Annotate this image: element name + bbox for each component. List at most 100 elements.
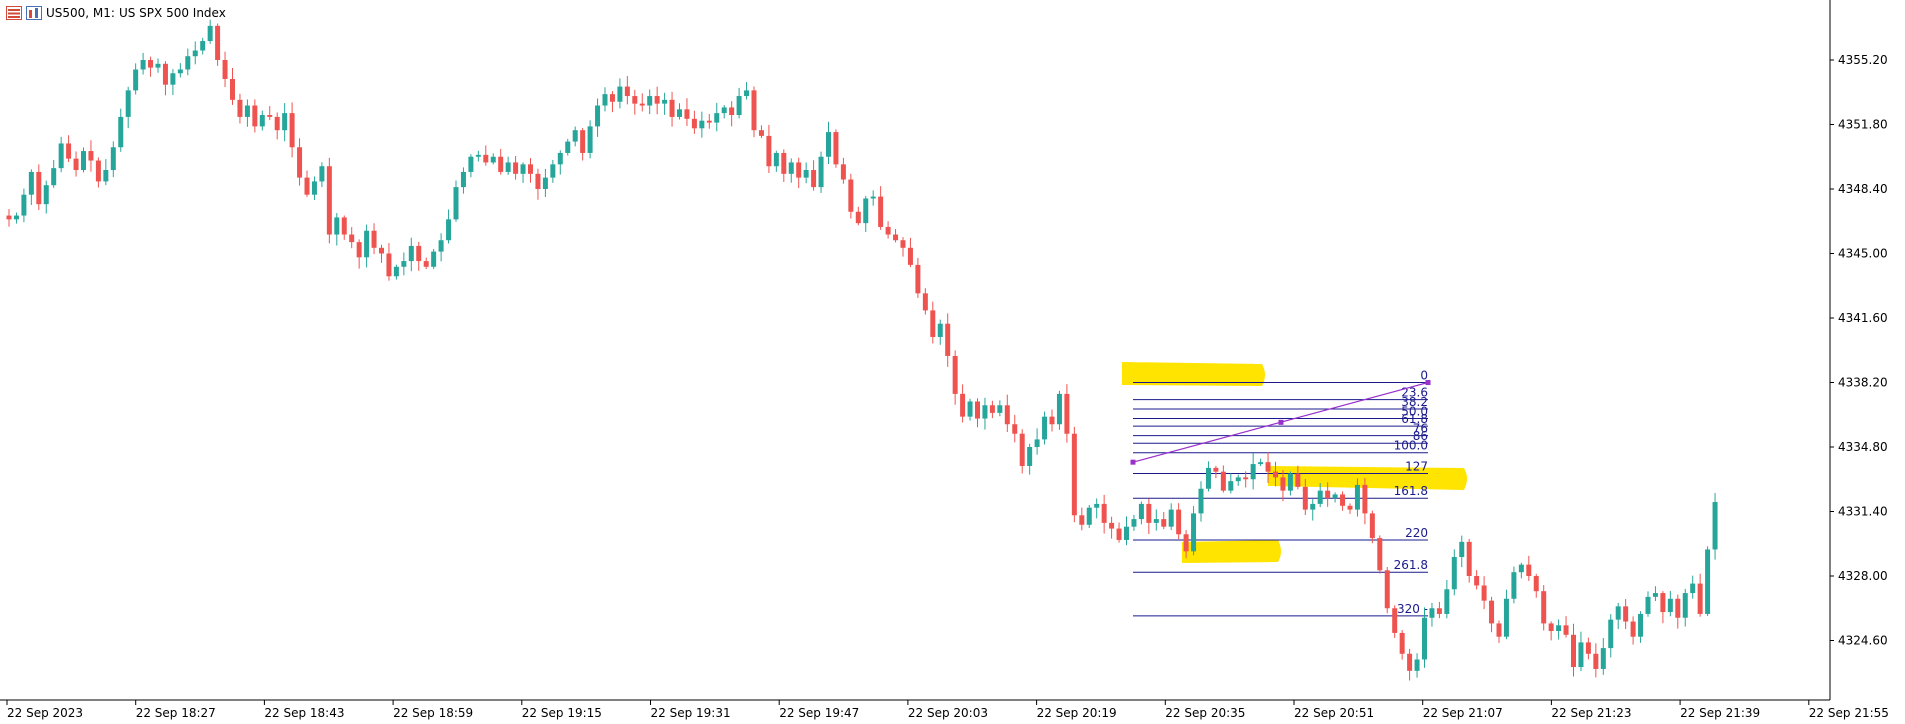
candle[interactable] (1004, 394, 1010, 433)
candle[interactable] (110, 141, 116, 178)
candle[interactable] (1563, 616, 1569, 638)
candle[interactable] (170, 69, 176, 95)
candle[interactable] (1414, 653, 1420, 678)
candle[interactable] (580, 128, 586, 161)
candle[interactable] (51, 159, 57, 188)
candle[interactable] (960, 384, 966, 423)
candle[interactable] (602, 87, 608, 112)
candle[interactable] (148, 56, 154, 77)
candle[interactable] (66, 135, 72, 163)
candle[interactable] (796, 157, 802, 189)
candle[interactable] (379, 244, 384, 263)
candle[interactable] (1027, 443, 1033, 475)
candle[interactable] (691, 110, 697, 134)
candle[interactable] (520, 162, 526, 183)
candle[interactable] (252, 99, 258, 133)
candle[interactable] (729, 101, 735, 127)
candle[interactable] (356, 239, 362, 269)
candle[interactable] (1407, 648, 1413, 681)
candle[interactable] (1354, 478, 1360, 517)
candle[interactable] (1362, 478, 1368, 525)
candle[interactable] (848, 173, 854, 219)
candle[interactable] (1630, 616, 1636, 645)
candle[interactable] (1131, 514, 1137, 531)
candle[interactable] (1198, 481, 1204, 522)
candle[interactable] (1012, 414, 1018, 443)
candle[interactable] (498, 148, 504, 175)
candle[interactable] (550, 159, 556, 183)
candle[interactable] (773, 150, 779, 172)
candle[interactable] (572, 126, 578, 147)
candle[interactable] (937, 319, 943, 345)
candle[interactable] (639, 93, 645, 112)
candle[interactable] (654, 86, 660, 115)
candle[interactable] (28, 169, 34, 205)
candle[interactable] (542, 168, 548, 197)
candle[interactable] (885, 221, 891, 239)
candle[interactable] (1429, 602, 1435, 627)
candle[interactable] (975, 398, 980, 428)
candle[interactable] (1392, 605, 1398, 638)
trend-anchor-handle[interactable] (1425, 380, 1431, 385)
candle[interactable] (81, 147, 86, 173)
candle[interactable] (669, 91, 675, 127)
candle[interactable] (1712, 493, 1718, 560)
candle[interactable] (1585, 637, 1591, 660)
candle[interactable] (1243, 471, 1249, 488)
candle[interactable] (1444, 579, 1450, 619)
candle[interactable] (460, 167, 466, 194)
candle[interactable] (1287, 471, 1293, 496)
candle[interactable] (207, 19, 213, 44)
candle[interactable] (788, 158, 794, 183)
candle[interactable] (1384, 567, 1390, 614)
candle[interactable] (483, 145, 489, 166)
candle[interactable] (1220, 465, 1226, 493)
candle[interactable] (1295, 465, 1301, 490)
candle[interactable] (304, 170, 310, 197)
candle[interactable] (416, 241, 422, 271)
candle[interactable] (1496, 620, 1502, 643)
candle[interactable] (1176, 503, 1182, 540)
candle[interactable] (289, 102, 295, 158)
candle[interactable] (647, 89, 653, 115)
candle[interactable] (781, 149, 787, 182)
candle[interactable] (922, 288, 928, 315)
candle[interactable] (1109, 516, 1115, 539)
candle[interactable] (244, 99, 250, 127)
candle[interactable] (1571, 623, 1576, 677)
candle[interactable] (446, 209, 452, 244)
candle[interactable] (1451, 549, 1457, 596)
candle[interactable] (1645, 591, 1651, 617)
candle[interactable] (1079, 507, 1085, 531)
candle[interactable] (125, 86, 131, 129)
candle[interactable] (1608, 614, 1614, 658)
candle[interactable] (930, 301, 936, 344)
candle[interactable] (826, 121, 831, 165)
candle[interactable] (1205, 461, 1211, 492)
candle[interactable] (237, 93, 243, 124)
candle[interactable] (714, 102, 720, 132)
candle[interactable] (1667, 590, 1673, 617)
candle[interactable] (1183, 530, 1189, 559)
candle[interactable] (535, 168, 541, 200)
candle[interactable] (1064, 384, 1070, 443)
candle[interactable] (103, 159, 109, 186)
candle[interactable] (386, 243, 392, 281)
candle[interactable] (1556, 619, 1562, 640)
candle[interactable] (1481, 576, 1487, 610)
candle[interactable] (1511, 566, 1517, 604)
candle[interactable] (1436, 601, 1442, 619)
candle[interactable] (1652, 586, 1658, 602)
candle[interactable] (1548, 621, 1554, 641)
candle[interactable] (818, 151, 824, 193)
candle[interactable] (1518, 562, 1524, 579)
candle[interactable] (438, 233, 444, 262)
candle[interactable] (1399, 630, 1405, 660)
candle[interactable] (565, 138, 571, 156)
candle[interactable] (21, 188, 27, 223)
candle[interactable] (662, 92, 668, 115)
candle[interactable] (1138, 501, 1144, 525)
candle[interactable] (1049, 409, 1055, 432)
candle[interactable] (88, 140, 94, 172)
candle[interactable] (43, 180, 49, 214)
